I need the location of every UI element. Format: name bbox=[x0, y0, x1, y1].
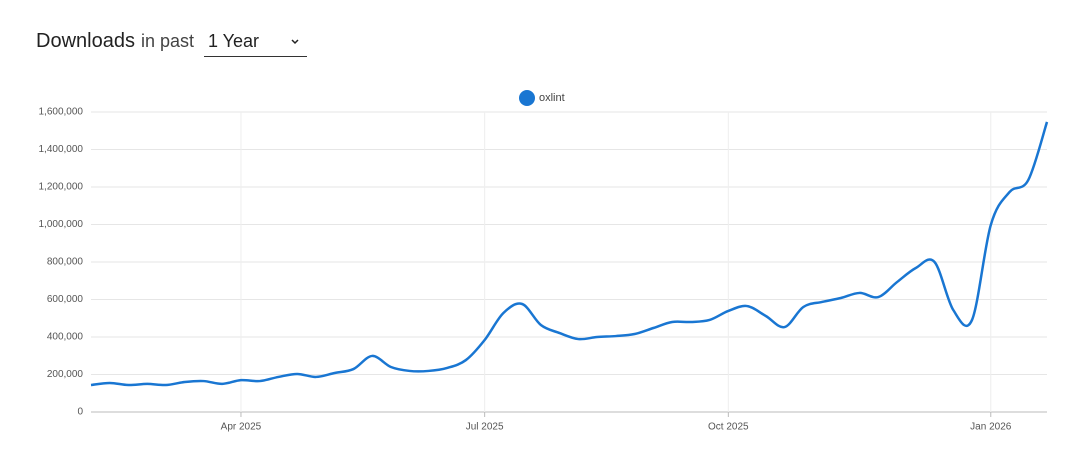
period-select[interactable]: 1 Year bbox=[204, 31, 307, 57]
select-value: 1 Year bbox=[208, 31, 260, 51]
y-tick-label: 600,000 bbox=[47, 294, 84, 305]
chevron bbox=[291, 39, 299, 45]
legend-label: oxlint bbox=[539, 92, 565, 104]
x-tick-label: Jul 2025 bbox=[466, 422, 504, 433]
legend-swatch bbox=[519, 90, 535, 106]
title: Downloads bbox=[36, 30, 135, 52]
x-tick-label: Jan 2026 bbox=[970, 422, 1012, 433]
x-tick-label: Apr 2025 bbox=[221, 422, 262, 433]
subtitle: in past bbox=[140, 31, 194, 51]
y-tick-label: 400,000 bbox=[47, 332, 84, 343]
y-tick-label: 1,600,000 bbox=[39, 107, 84, 118]
y-tick-label: 800,000 bbox=[47, 257, 84, 268]
y-tick-label: 0 bbox=[77, 407, 83, 418]
y-tick-label: 1,000,000 bbox=[39, 219, 84, 230]
y-tick-label: 1,400,000 bbox=[39, 144, 84, 155]
series-line bbox=[90, 121, 1049, 387]
y-tick-label: 200,000 bbox=[47, 369, 84, 380]
header: Downloads in past 1 Year bbox=[36, 30, 307, 58]
x-tick-label: Oct 2025 bbox=[708, 422, 749, 433]
y-tick-label: 1,200,000 bbox=[39, 182, 84, 193]
